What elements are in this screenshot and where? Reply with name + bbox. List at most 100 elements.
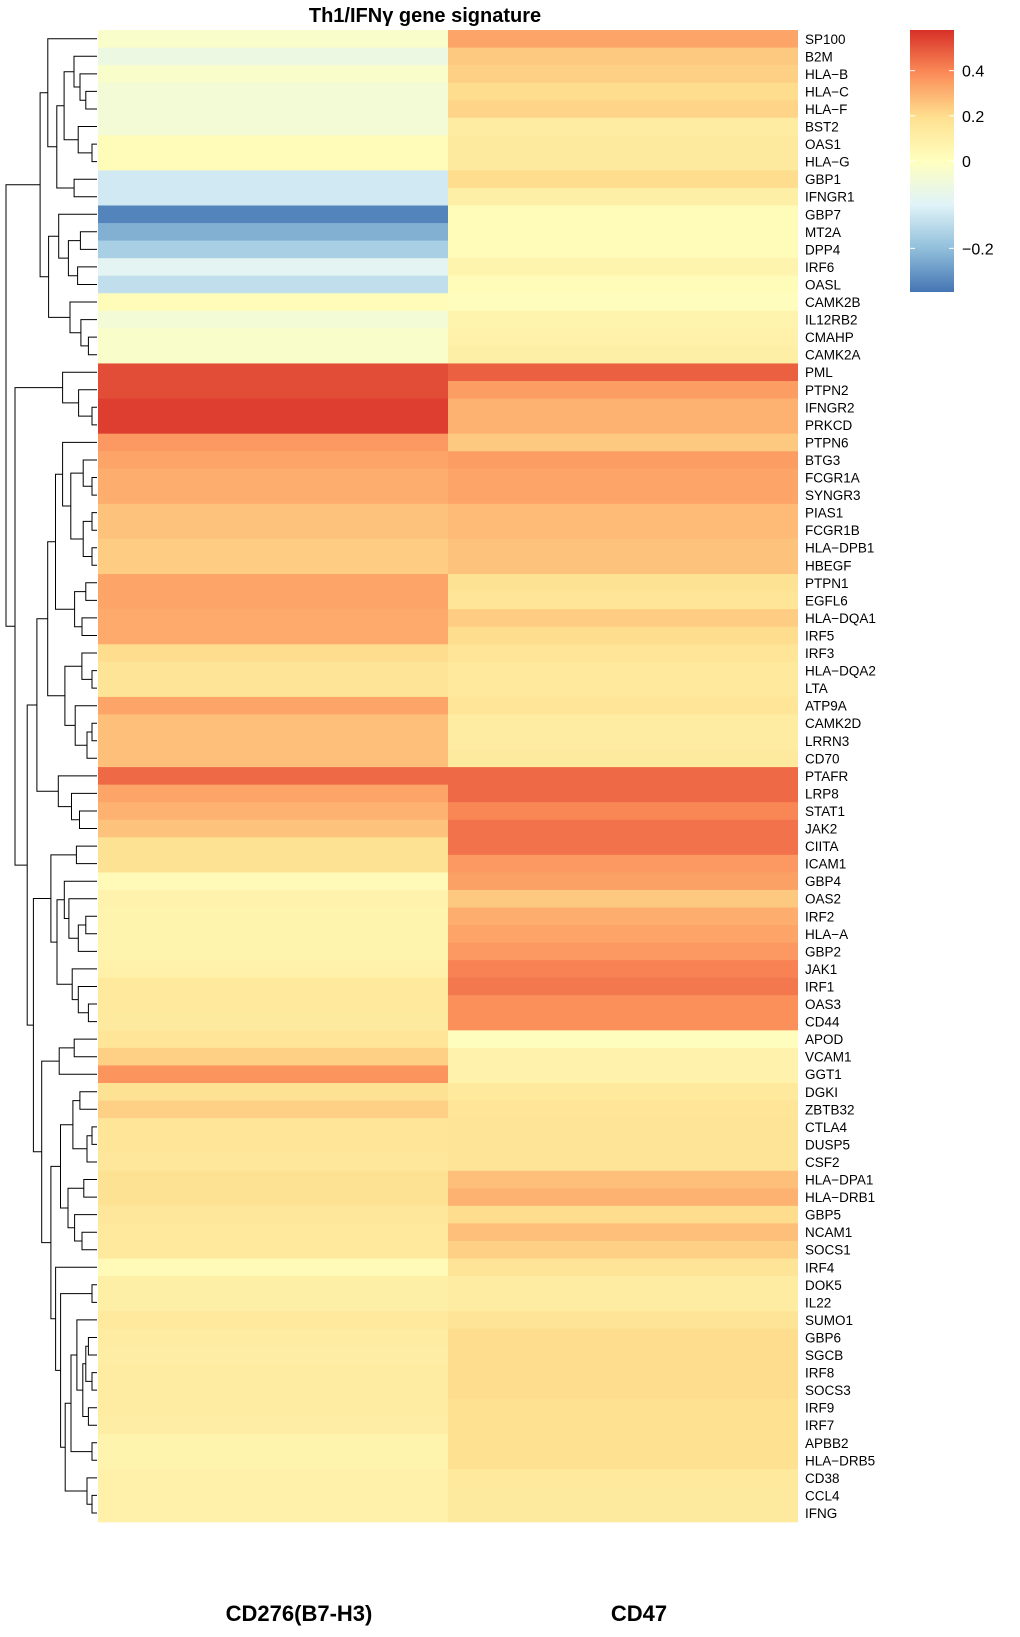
row-label: GBP2 [805, 944, 841, 959]
heatmap-cell [98, 784, 448, 803]
heatmap-cell [98, 749, 448, 768]
heatmap-cell [448, 942, 798, 961]
heatmap-cell [98, 1135, 448, 1154]
heatmap-cell [448, 995, 798, 1014]
row-label: GBP4 [805, 874, 842, 889]
heatmap-cell [98, 1416, 448, 1435]
dendrogram-branch [91, 1126, 97, 1145]
heatmap-cell [98, 644, 448, 663]
heatmap-cell [98, 1451, 448, 1470]
heatmap-cell [448, 1328, 798, 1347]
dendrogram-branch [85, 582, 97, 601]
heatmap-cell [448, 30, 798, 49]
dendrogram-branch [62, 441, 97, 507]
dendrogram-branch [79, 231, 97, 250]
heatmap-cell [448, 100, 798, 119]
row-label: HBEGF [805, 558, 852, 573]
row-label: SOCS1 [805, 1243, 851, 1258]
heatmap-cell [98, 468, 448, 487]
heatmap-cell [448, 223, 798, 242]
row-label: PTPN2 [805, 383, 849, 398]
heatmap-cell [448, 328, 798, 347]
heatmap-cell [98, 310, 448, 329]
row-label: IRF6 [805, 260, 834, 275]
heatmap-cell [448, 1083, 798, 1102]
dendrogram-branch [26, 704, 37, 1026]
heatmap-cell [448, 1135, 798, 1154]
dendrogram-branch [62, 371, 97, 404]
heatmap-cell [448, 907, 798, 926]
row-label: B2M [805, 49, 833, 64]
row-label: HLA−A [805, 927, 848, 942]
dendrogram-branch [47, 541, 65, 697]
heatmap-cell [98, 1328, 448, 1347]
dendrogram-branch [56, 105, 75, 189]
heatmap-cell [448, 468, 798, 487]
heatmap-cell [98, 416, 448, 435]
heatmap-cell [448, 767, 798, 786]
row-label: MT2A [805, 225, 841, 240]
heatmap-cell [98, 187, 448, 207]
row-label: FCGR1A [805, 471, 860, 486]
dendrogram-branch [77, 986, 97, 1014]
heatmap-cell [98, 995, 448, 1014]
heatmap-cell [98, 977, 448, 996]
heatmap-cell [448, 574, 798, 593]
row-dendrogram [5, 38, 97, 1514]
row-label: IRF3 [805, 646, 834, 661]
row-label: APOD [805, 1032, 844, 1047]
dendrogram-branch [5, 184, 41, 627]
heatmap-cell [98, 1012, 448, 1031]
row-label: IRF9 [805, 1401, 834, 1416]
dendrogram-branch [81, 1231, 97, 1251]
row-label: LTA [805, 681, 828, 696]
heatmap-cell [448, 679, 798, 698]
heatmap-cell [98, 293, 448, 312]
heatmap-cell [98, 1398, 448, 1418]
row-label: LRP8 [805, 786, 839, 801]
heatmap-cell [448, 889, 798, 909]
dendrogram-branch [91, 406, 97, 426]
row-label: OAS3 [805, 997, 841, 1012]
row-label: CD70 [805, 751, 840, 766]
heatmap-cell [448, 205, 798, 224]
heatmap-cell [448, 1486, 798, 1505]
dendrogram-branch [85, 90, 97, 110]
heatmap-cell [98, 609, 448, 628]
dendrogram-branch [71, 968, 97, 1001]
row-label: CAMK2D [805, 716, 862, 731]
heatmap-cell [98, 65, 448, 84]
row-label: IRF8 [805, 1366, 834, 1381]
row-label: IRF5 [805, 628, 834, 643]
heatmap-cell [448, 486, 798, 505]
heatmap-cell [98, 381, 448, 400]
heatmap-cell [448, 1398, 798, 1418]
dendrogram-branch [87, 1003, 97, 1023]
dendrogram-branch [57, 775, 97, 808]
dendrogram-branch [60, 1124, 73, 1209]
row-label: GBP6 [805, 1330, 841, 1345]
dendrogram-branch [91, 547, 97, 566]
row-label: APBB2 [805, 1436, 849, 1451]
heatmap-cell [448, 345, 798, 365]
dendrogram-branch [91, 1442, 97, 1461]
heatmap-cell [98, 100, 448, 119]
dendrogram-branch [82, 520, 92, 557]
heatmap-cell [98, 960, 448, 979]
row-label: SUMO1 [805, 1313, 853, 1328]
dendrogram-branch [67, 1187, 84, 1229]
row-label: PIAS1 [805, 506, 843, 521]
row-label: IFNGR2 [805, 400, 855, 415]
dendrogram-branch [91, 722, 97, 742]
dendrogram-branch [91, 477, 97, 496]
dendrogram-branch [63, 71, 79, 141]
heatmap-cell [448, 960, 798, 979]
row-label: CAMK2B [805, 295, 861, 310]
heatmap-cell [448, 381, 798, 400]
heatmap-cell [448, 925, 798, 944]
dendrogram-branch [82, 459, 97, 487]
row-label: ATP9A [805, 699, 847, 714]
heatmap-cell [448, 152, 798, 171]
heatmap-cell [98, 889, 448, 909]
